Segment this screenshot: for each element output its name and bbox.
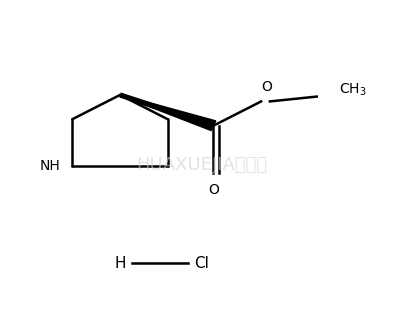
Text: H: H xyxy=(114,256,126,271)
Text: O: O xyxy=(208,183,219,197)
Text: CH$_3$: CH$_3$ xyxy=(339,82,366,98)
Text: Cl: Cl xyxy=(194,256,209,271)
Text: O: O xyxy=(262,80,272,94)
Polygon shape xyxy=(120,95,216,131)
Text: HUAXUEJIA化学加: HUAXUEJIA化学加 xyxy=(136,156,267,173)
Text: NH: NH xyxy=(40,159,61,173)
